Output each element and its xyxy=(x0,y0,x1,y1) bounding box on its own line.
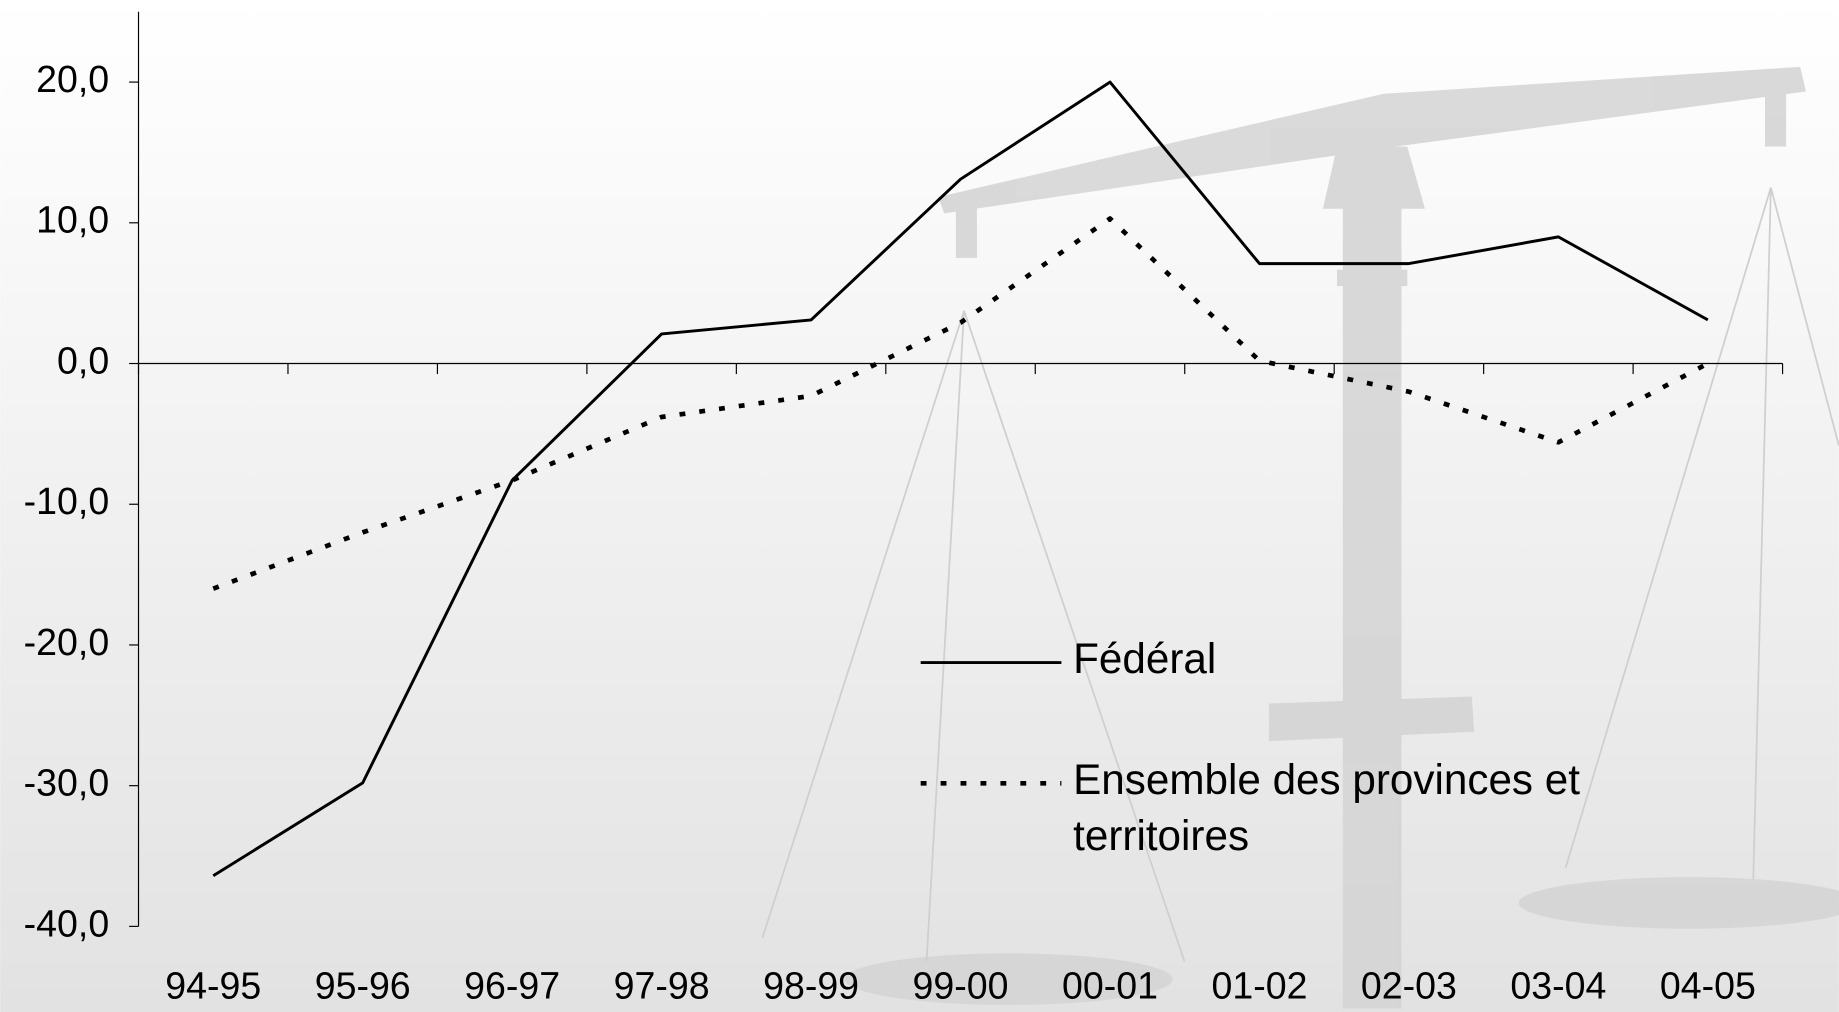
series-line xyxy=(212,80,1709,877)
y-tick-label: 20,0 xyxy=(36,58,109,100)
plot-area xyxy=(212,80,1709,877)
x-tick-label: 01-02 xyxy=(1211,964,1307,1006)
x-tick-label: 95-96 xyxy=(315,964,411,1006)
legend-entry: Ensemble des provinces et territoires xyxy=(1073,755,1580,860)
x-tick-label: 00-01 xyxy=(1062,964,1158,1006)
x-tick-label: 97-98 xyxy=(614,964,710,1006)
x-tick-label: 96-97 xyxy=(464,964,560,1006)
y-tick-label: -30,0 xyxy=(24,762,110,804)
y-tick-label: -20,0 xyxy=(24,621,110,663)
legend-label: Fédéral xyxy=(1073,634,1217,683)
y-tick-label: 0,0 xyxy=(57,339,109,381)
x-tick-label: 94-95 xyxy=(165,964,261,1006)
x-tick-label: 03-04 xyxy=(1510,964,1606,1006)
scale-decoration xyxy=(844,66,1839,1009)
legend-entry: Fédéral xyxy=(1073,634,1217,683)
y-tick-label: -10,0 xyxy=(24,480,110,522)
x-tick-label: 99-00 xyxy=(913,964,1009,1006)
x-tick-label: 04-05 xyxy=(1660,964,1756,1006)
x-tick-label: 02-03 xyxy=(1361,964,1457,1006)
y-tick-label: 10,0 xyxy=(36,199,109,241)
y-tick-label: -40,0 xyxy=(24,902,110,944)
axes: 20,0 10,0 0,0 -10,0 -20,0 -30,0 -40,0 94-95 95-9… xyxy=(24,11,1784,1006)
x-tick-label: 98-99 xyxy=(763,964,859,1006)
scale-strings xyxy=(761,187,1839,962)
series-line xyxy=(212,216,1709,591)
legend-label: Ensemble des provinces et territoires xyxy=(1073,755,1580,860)
